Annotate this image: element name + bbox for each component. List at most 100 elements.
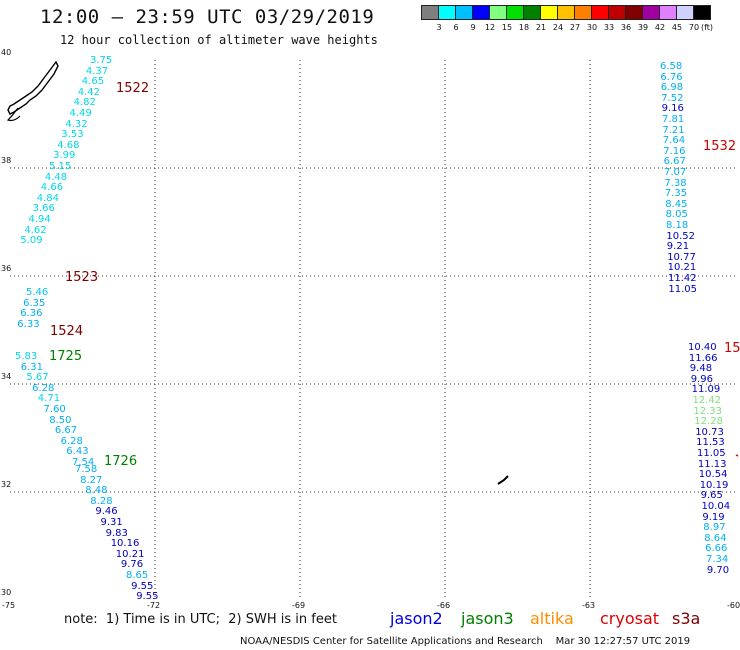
wave-height-value: 9.48 xyxy=(689,363,713,375)
wave-height-value: 7.38 xyxy=(664,177,687,189)
pass-time-label: 1726 xyxy=(104,454,138,469)
legend-label: 42 xyxy=(654,23,666,32)
wave-height-value: 6.67 xyxy=(54,425,78,437)
wave-height-value: 9.65 xyxy=(700,490,723,502)
wave-height-value: 4.37 xyxy=(85,65,109,77)
wave-height-value: 5.46 xyxy=(26,287,49,298)
wave-height-value: 10.52 xyxy=(666,230,696,242)
wave-height-value: 3.99 xyxy=(53,150,76,162)
wave-height-value: 9.83 xyxy=(105,527,128,539)
wave-height-value: 9.96 xyxy=(690,373,713,385)
wave-height-value: 9.19 xyxy=(702,511,725,523)
legend-label: 33 xyxy=(603,23,615,32)
wave-height-value: 6.36 xyxy=(20,308,43,320)
satellite-label-cryosat: cryosat xyxy=(600,609,660,628)
wave-height-value: 10.77 xyxy=(667,251,696,263)
wave-height-value: 4.49 xyxy=(69,108,92,119)
wave-height-value: 9.16 xyxy=(661,103,684,115)
lat-tick-label: 34 xyxy=(1,372,12,381)
wave-height-value: 10.16 xyxy=(110,538,140,550)
wave-height-value: 4.82 xyxy=(73,97,96,109)
wave-height-value: 4.48 xyxy=(44,171,68,183)
coastline xyxy=(7,60,59,115)
wave-height-value: 7.21 xyxy=(662,124,685,136)
lat-tick-label: 30 xyxy=(1,588,12,597)
wave-height-value: 7.58 xyxy=(75,464,98,475)
lon-tick-label: -75 xyxy=(2,601,16,610)
wave-height-value: 5.67 xyxy=(26,372,49,384)
wave-height-value: 6.76 xyxy=(660,71,683,83)
wave-height-value: 11.09 xyxy=(691,384,721,396)
legend-swatch xyxy=(693,5,711,20)
legend-label: 45 xyxy=(671,23,683,32)
wave-height-value: 6.31 xyxy=(20,361,43,373)
wave-height-value: 7.16 xyxy=(663,145,686,157)
wave-height-value: 10.21 xyxy=(115,548,145,560)
legend-label: 12 xyxy=(484,23,496,32)
wave-height-value: 3.53 xyxy=(61,129,84,141)
wave-height-value: 10.19 xyxy=(699,479,729,491)
wave-height-value: 4.62 xyxy=(24,224,47,236)
legend-label: 3 xyxy=(436,23,442,32)
wave-height-value: 8.64 xyxy=(704,532,727,544)
wave-height-value: 4.84 xyxy=(36,192,59,204)
wave-height-value: 3.75 xyxy=(90,55,113,66)
lon-tick-label: -69 xyxy=(292,601,306,610)
footer-credit: NOAA/NESDIS Center for Satellite Applica… xyxy=(240,636,691,647)
legend-label: 21 xyxy=(535,23,547,32)
legend-label: 24 xyxy=(552,23,564,32)
satellite-label-s3a: s3a xyxy=(672,609,701,628)
wave-height-value: 9.55 xyxy=(136,591,159,603)
pass-time-label: 1524 xyxy=(50,324,84,339)
lon-tick-label: -60 xyxy=(727,601,740,610)
wave-height-value: 6.98 xyxy=(660,82,684,94)
wave-height-value: 6.28 xyxy=(60,435,83,447)
pass-time-label: 1725 xyxy=(49,349,83,364)
wave-height-value: 7.54 xyxy=(72,457,95,468)
satellite-label-jason3: jason3 xyxy=(461,609,514,628)
legend-label: 30 xyxy=(586,23,598,32)
wave-height-value: 3.66 xyxy=(32,203,55,215)
pass-time-label: 1522 xyxy=(116,81,150,96)
wave-height-value: 4.94 xyxy=(28,214,51,225)
wave-height-value: 8.97 xyxy=(703,522,726,534)
wave-height-value: 6.43 xyxy=(66,446,89,458)
satellite-label-jason2: jason2 xyxy=(390,609,443,628)
wave-height-value: 4.68 xyxy=(57,139,80,151)
wave-height-value: 12.28 xyxy=(694,416,723,428)
wave-height-value: 10.54 xyxy=(698,469,728,481)
legend-label: 27 xyxy=(569,23,581,32)
wave-height-value: 4.65 xyxy=(81,76,105,88)
wave-height-value: 10.21 xyxy=(667,262,697,274)
wave-height-value: 5.83 xyxy=(15,351,38,362)
lon-tick-label: -63 xyxy=(582,601,596,610)
wave-height-value: 8.50 xyxy=(49,414,72,426)
wave-height-value: 11.13 xyxy=(697,458,727,470)
color-legend xyxy=(421,5,711,20)
wave-height-value: 4.66 xyxy=(40,182,64,194)
edge-marker xyxy=(735,454,739,457)
legend-unit: (ft) xyxy=(700,23,714,32)
wave-height-value: 6.58 xyxy=(660,61,683,72)
lat-tick-label: 40 xyxy=(1,48,12,57)
wave-height-value: 7.34 xyxy=(706,554,729,565)
legend-label: 6 xyxy=(453,23,459,32)
legend-label: 15 xyxy=(501,23,513,32)
wave-height-value: 11.05 xyxy=(697,448,726,459)
wave-height-value: 12.42 xyxy=(692,395,722,406)
wave-height-value: 12.33 xyxy=(693,405,723,417)
wave-height-value: 7.60 xyxy=(43,404,66,415)
wave-height-value: 8.18 xyxy=(666,220,689,231)
wave-height-value: 11.53 xyxy=(696,437,725,449)
pass-time-label: 1532 xyxy=(703,139,737,154)
coastline xyxy=(6,107,21,122)
wave-height-value: 6.33 xyxy=(17,318,40,330)
legend-label: 9 xyxy=(470,23,476,32)
legend-label: 70 xyxy=(688,23,700,32)
wave-height-value: 7.35 xyxy=(664,188,688,200)
page-subtitle: 12 hour collection of altimeter wave hei… xyxy=(60,33,378,47)
wave-height-value: 6.35 xyxy=(23,297,46,309)
wave-height-value: 9.70 xyxy=(706,564,730,576)
pass-time-label: 1523 xyxy=(65,270,99,285)
